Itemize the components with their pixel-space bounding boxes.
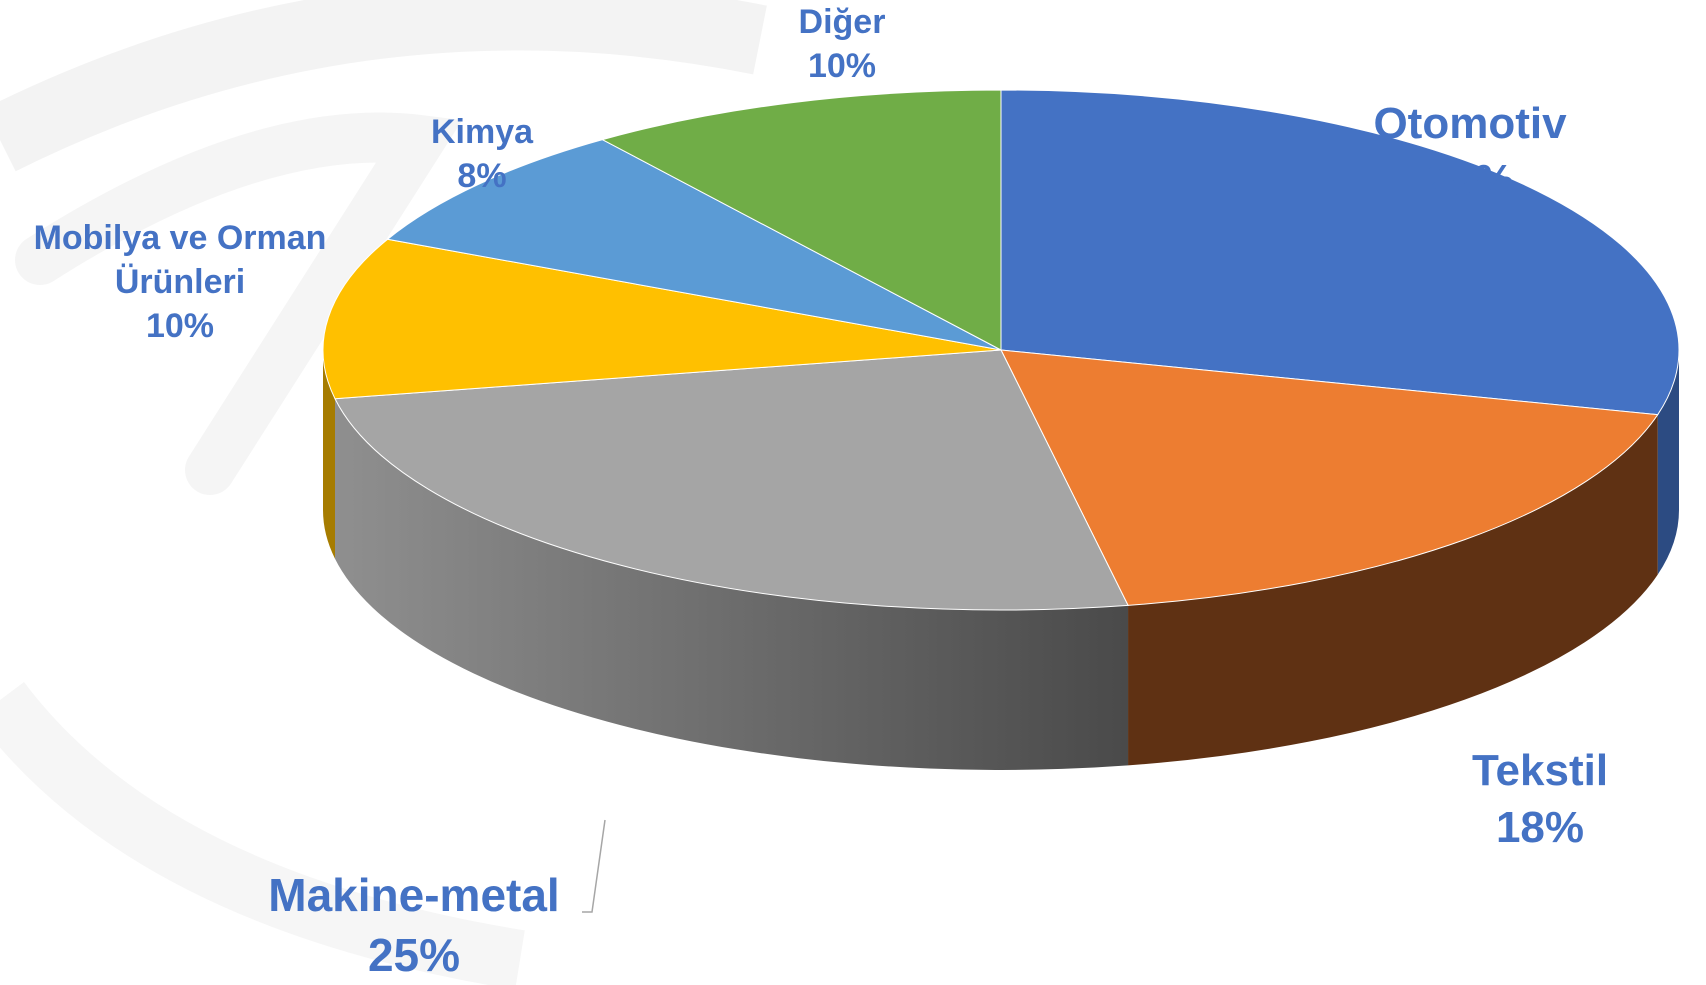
slice-label-kimya: Kimya 8% (402, 110, 562, 198)
slice-side-mobilya-ve-orman-urunleri (323, 350, 336, 559)
slice-percent: 10% (807, 47, 877, 86)
slice-label-mobilya-ve-orman-urunleri: Mobilya ve Orman Ürünleri 10% (10, 216, 350, 349)
slice-name-line-1: Mobilya ve Orman (33, 219, 327, 257)
slice-label-otomotiv: Otomotiv 29% (1340, 95, 1600, 209)
slice-name: Makine-metal (268, 869, 560, 921)
slice-side-makine-metal (335, 398, 1129, 770)
slice-kimya (386, 139, 1002, 351)
slice-otomotiv (1000, 89, 1680, 416)
slice-label-tekstil: Tekstil 18% (1420, 742, 1660, 856)
slice-mobilya-ve-orman-urunleri (322, 238, 1002, 400)
slice-percent: 18% (1495, 803, 1585, 853)
slice-side-tekstil (1128, 414, 1658, 766)
slice-name: Diğer (798, 3, 886, 41)
slice-name: Tekstil (1471, 746, 1609, 795)
slice-diger (601, 89, 1002, 351)
slice-percent: 10% (145, 307, 215, 346)
background-watermark-arc (0, 0, 767, 985)
slice-name-line-2: Ürünleri (114, 263, 246, 302)
slice-label-makine-metal: Makine-metal 25% (234, 866, 594, 985)
slice-name: Otomotiv (1373, 99, 1567, 148)
slice-percent: 29% (1425, 156, 1515, 206)
makine-metal-leader-line (582, 819, 606, 913)
slice-makine-metal (334, 349, 1129, 611)
slice-percent: 8% (457, 157, 507, 196)
slice-tekstil (1000, 349, 1659, 606)
slice-name: Kimya (430, 113, 534, 151)
slice-percent: 25% (367, 928, 461, 981)
slice-label-diger: Diğer 10% (762, 0, 922, 88)
